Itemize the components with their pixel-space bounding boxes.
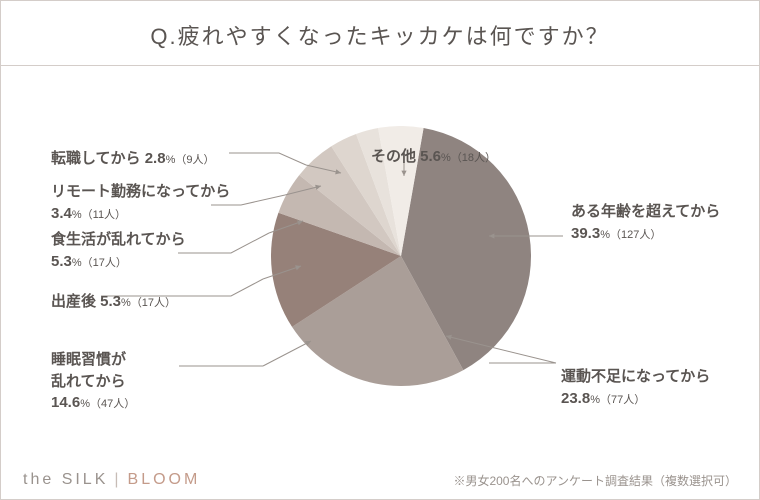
brand-divider: | <box>114 471 121 488</box>
slice-label: ある年齢を超えてから39.3%（127人） <box>571 201 720 244</box>
brand-right: BLOOM <box>128 471 201 488</box>
slice-label: 食生活が乱れてから5.3%（17人） <box>51 229 186 272</box>
chart-title: Q.疲れやすくなったキッカケは何ですか？ <box>1 19 759 51</box>
slice-label: 運動不足になってから23.8%（77人） <box>561 366 710 409</box>
slice-label: 転職してから 2.8%（9人） <box>51 148 214 170</box>
title-bar: Q.疲れやすくなったキッカケは何ですか？ <box>1 1 759 66</box>
brand-left: the SILK <box>23 471 108 488</box>
footer: the SILK | BLOOM ※男女200名へのアンケート調査結果（複数選択可） <box>1 471 759 489</box>
brand-logo: the SILK | BLOOM <box>23 471 200 489</box>
footnote: ※男女200名へのアンケート調査結果（複数選択可） <box>453 472 737 489</box>
chart-area: ある年齢を超えてから39.3%（127人） 運動不足になってから23.8%（77人… <box>1 66 759 446</box>
slice-label: リモート勤務になってから3.4%（11人） <box>51 181 230 224</box>
slice-label: その他 5.6%（18人） <box>371 146 496 168</box>
slice-label: 出産後 5.3%（17人） <box>51 291 176 313</box>
slice-label: 睡眠習慣が乱れてから14.6%（47人） <box>51 349 135 414</box>
